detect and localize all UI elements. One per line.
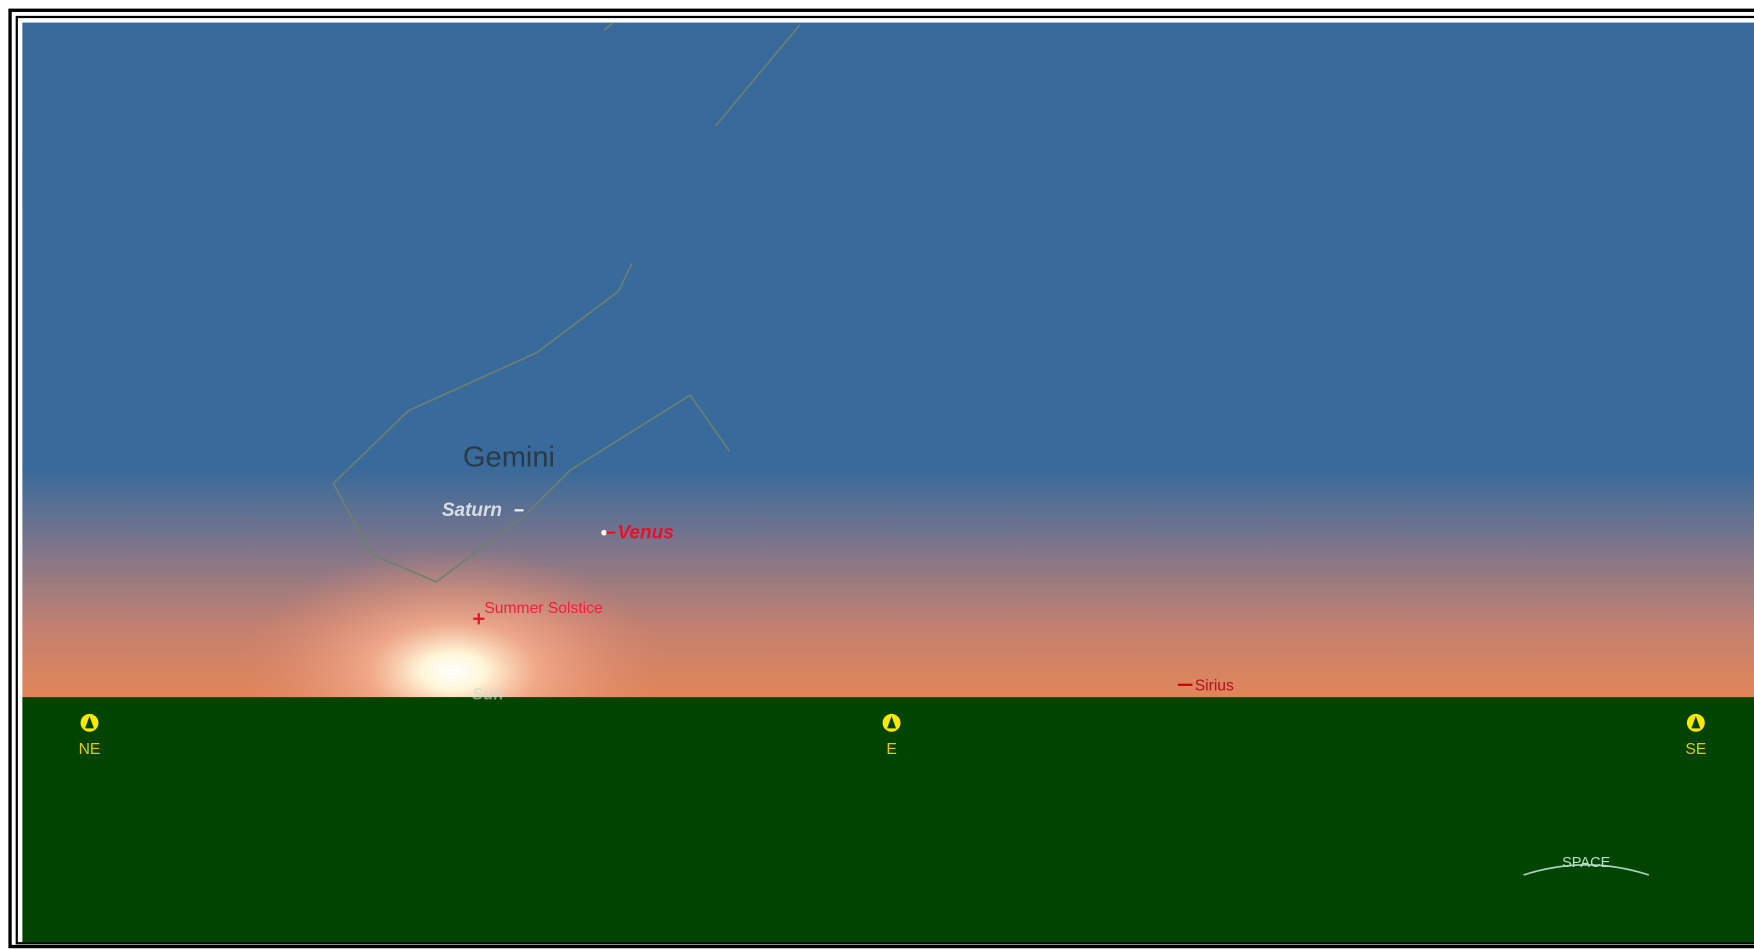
space-label: SPACE [1562, 855, 1610, 871]
constellation-label: Gemini [463, 442, 555, 474]
compass-label: E [886, 741, 896, 758]
ground [22, 697, 1754, 942]
compass-label: NE [79, 741, 101, 758]
sky [22, 23, 1754, 698]
star-label[interactable]: Sirius [1195, 677, 1234, 694]
point-label[interactable]: Summer Solstice [484, 600, 603, 617]
venus-marker [601, 530, 607, 536]
sky-view: Gemini Saturn Venus Summer Solstice Sun … [0, 0, 1754, 949]
planet-label[interactable]: Venus [617, 522, 673, 543]
page: Gemini Saturn Venus Summer Solstice Sun … [0, 0, 1754, 949]
planet-label[interactable]: Saturn [442, 500, 502, 521]
compass-label: SE [1685, 741, 1706, 758]
sun-label[interactable]: Sun [472, 684, 504, 703]
